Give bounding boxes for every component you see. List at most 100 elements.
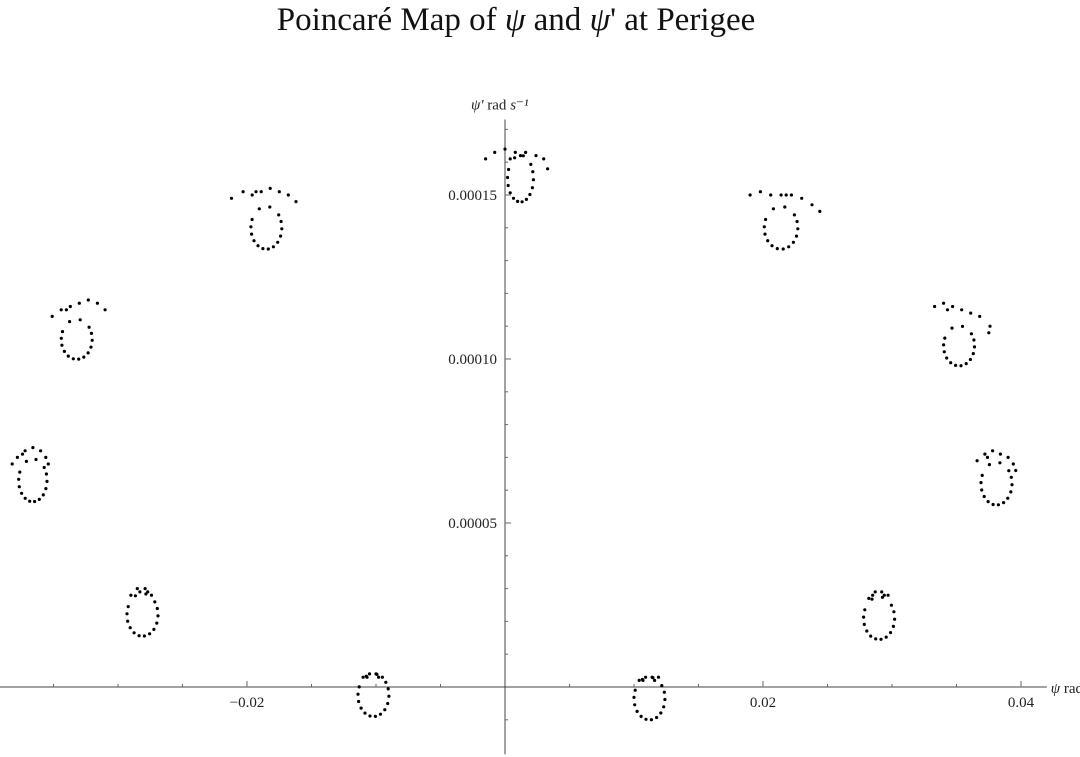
data-point	[31, 446, 35, 450]
data-point	[987, 331, 991, 335]
data-point	[87, 325, 91, 329]
data-point	[62, 349, 66, 353]
data-point	[779, 193, 783, 197]
data-point	[949, 361, 953, 365]
data-point	[991, 502, 995, 507]
data-point	[784, 193, 788, 197]
data-point	[138, 590, 142, 594]
data-point	[513, 156, 517, 160]
data-point	[137, 634, 141, 638]
data-point	[983, 452, 987, 456]
data-point	[660, 684, 664, 688]
data-point	[45, 479, 49, 483]
data-point	[796, 227, 800, 231]
data-point	[41, 493, 45, 497]
data-point	[972, 345, 977, 349]
data-point	[359, 706, 363, 710]
data-point	[874, 637, 878, 641]
data-point	[528, 192, 532, 197]
data-point	[959, 364, 963, 368]
point-cluster-2	[748, 190, 822, 251]
y-tick-label-0: 0.00005	[448, 516, 497, 532]
data-point	[893, 617, 897, 621]
data-point	[386, 701, 390, 706]
data-point	[945, 356, 949, 360]
data-point	[64, 308, 68, 312]
data-point	[954, 363, 958, 367]
data-point	[633, 703, 637, 707]
data-point	[964, 362, 968, 366]
data-point	[942, 301, 946, 305]
data-point	[129, 593, 133, 597]
data-point	[68, 304, 72, 309]
data-point	[89, 331, 94, 335]
data-point	[972, 338, 976, 342]
data-point	[146, 590, 150, 594]
data-point	[524, 197, 529, 201]
data-point	[979, 481, 983, 485]
axis-labels: −0.02 0.02 0.04 0.00005 0.00010 0.00015 ψ rad ψ…	[230, 98, 1080, 711]
data-point	[82, 355, 86, 359]
data-point	[250, 232, 254, 236]
data-point	[987, 463, 992, 467]
data-point	[44, 472, 49, 476]
data-point	[24, 459, 28, 463]
data-point	[1009, 475, 1013, 479]
data-point	[357, 699, 361, 704]
chart-title-prefix: Poincaré Map of	[276, 2, 505, 38]
data-point	[77, 301, 81, 305]
data-point	[144, 592, 148, 596]
data-point	[86, 298, 90, 302]
data-point	[518, 154, 523, 158]
data-point	[529, 162, 533, 166]
data-point	[998, 461, 1002, 465]
point-cluster-10	[632, 675, 667, 722]
data-point	[892, 610, 896, 614]
data-point	[86, 351, 90, 355]
data-point	[256, 244, 260, 248]
point-cluster-0	[484, 147, 550, 204]
data-point	[126, 605, 130, 609]
data-point	[888, 631, 893, 635]
data-point	[279, 234, 283, 238]
data-point	[998, 452, 1003, 456]
data-point	[368, 714, 372, 718]
data-point	[59, 308, 63, 312]
data-point	[37, 497, 41, 501]
data-point	[968, 357, 973, 362]
y-tick-label-1: 0.00010	[448, 352, 497, 368]
data-point	[383, 708, 387, 712]
data-point	[769, 193, 773, 197]
data-point	[493, 150, 497, 154]
x-tick-label-2: 0.04	[1008, 695, 1035, 711]
data-point	[879, 637, 883, 641]
data-point	[882, 593, 886, 597]
data-points	[10, 147, 1018, 722]
chart-title-psi-2: ψ	[589, 2, 611, 38]
data-point	[653, 678, 657, 683]
data-point	[103, 308, 107, 312]
data-point	[20, 452, 25, 456]
data-point	[969, 311, 973, 315]
data-point	[996, 503, 1001, 507]
data-point	[286, 193, 290, 197]
point-cluster-4	[933, 301, 992, 368]
data-point	[871, 593, 875, 597]
data-point	[980, 488, 984, 492]
data-point	[28, 499, 32, 503]
data-point	[143, 587, 147, 591]
point-cluster-3	[50, 298, 107, 361]
data-point	[23, 496, 27, 500]
data-point	[271, 245, 275, 249]
data-point	[60, 343, 64, 347]
data-point	[89, 345, 93, 349]
data-point	[386, 687, 390, 691]
data-point	[66, 354, 70, 358]
data-point	[770, 244, 774, 248]
data-point	[656, 675, 661, 679]
data-point	[791, 240, 796, 244]
data-point	[800, 196, 804, 200]
data-point	[783, 205, 787, 209]
chart-title-middle: and	[525, 2, 590, 38]
data-point	[268, 186, 272, 190]
